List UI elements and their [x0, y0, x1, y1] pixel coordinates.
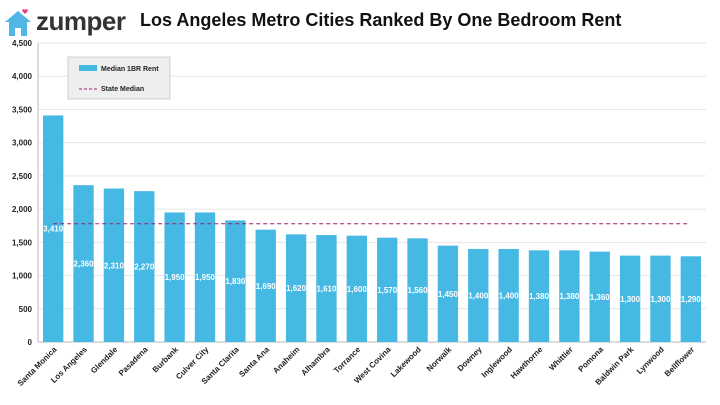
x-tick-label: Pasadena: [117, 345, 150, 378]
data-label: 1,360: [590, 293, 611, 302]
bar: [650, 255, 671, 342]
bar: [43, 115, 64, 343]
data-label: 1,400: [499, 291, 520, 300]
x-tick-label: Torrance: [332, 345, 363, 376]
y-tick-label: 4,500: [12, 39, 33, 48]
bar: [164, 212, 185, 342]
chart-title: Los Angeles Metro Cities Ranked By One B…: [140, 10, 622, 30]
data-label: 1,300: [620, 295, 641, 304]
bar: [377, 237, 398, 342]
bar: [559, 250, 580, 342]
bar: [498, 248, 519, 342]
y-tick-label: 1,000: [12, 272, 33, 281]
y-tick-label: 4,000: [12, 72, 33, 81]
bar: [73, 185, 94, 342]
bar: [194, 212, 216, 342]
data-label: 1,300: [650, 295, 671, 304]
y-tick-label: 0: [28, 338, 33, 347]
data-label: 1,610: [316, 285, 337, 294]
x-tick-label: Pomona: [576, 345, 605, 374]
x-tick-label: Hawthorne: [509, 345, 545, 381]
x-tick-label: Norwalk: [425, 345, 454, 374]
data-label: 1,380: [529, 292, 550, 301]
x-tick-label: Santa Ana: [237, 345, 271, 379]
x-tick-label: Burbank: [151, 345, 181, 375]
bar: [346, 235, 367, 342]
data-label: 1,400: [468, 291, 489, 300]
bar: [316, 235, 337, 342]
y-tick-label: 1,500: [12, 238, 33, 247]
x-tick-label: Lakewood: [389, 345, 423, 379]
bar: [589, 251, 610, 342]
y-tick-label: 3,000: [12, 139, 33, 148]
bar: [103, 188, 125, 342]
data-label: 1,380: [559, 292, 580, 301]
data-label: 1,450: [438, 290, 459, 299]
x-tick-label: Bellflower: [663, 345, 696, 378]
bar: [619, 255, 641, 342]
x-tick-label: Whittier: [547, 345, 574, 372]
bar: [468, 248, 489, 342]
house-icon: [5, 8, 31, 36]
zumper-logo: zumper: [4, 6, 126, 37]
bar: [255, 229, 276, 342]
bar: [134, 191, 155, 342]
y-tick-label: 2,000: [12, 205, 33, 214]
data-label: 2,270: [134, 263, 155, 272]
data-label: 2,360: [74, 260, 95, 269]
x-tick-label: Lynwood: [635, 345, 666, 376]
bar: [285, 234, 307, 342]
x-tick-label: Anaheim: [271, 345, 301, 375]
x-tick-label: Alhambra: [299, 345, 332, 378]
x-tick-label: Glendale: [89, 345, 120, 376]
data-label: 1,290: [681, 295, 702, 304]
legend-box: [67, 56, 171, 100]
bar: [407, 238, 428, 342]
data-label: 1,830: [225, 277, 246, 286]
y-tick-label: 500: [19, 305, 33, 314]
bar: [225, 220, 246, 342]
data-label: 1,560: [408, 286, 429, 295]
y-tick-label: 3,500: [12, 105, 33, 114]
data-label: 1,950: [165, 273, 186, 282]
data-label: 3,410: [43, 225, 64, 234]
data-label: 1,570: [377, 286, 398, 295]
logo-text: zumper: [36, 6, 126, 36]
data-label: 1,690: [256, 282, 277, 291]
y-tick-label: 2,500: [12, 172, 33, 181]
data-label: 1,600: [347, 285, 368, 294]
legend-label: State Median: [101, 86, 144, 93]
legend-swatch-bar: [79, 65, 97, 71]
data-label: 1,950: [195, 273, 216, 282]
legend-label: Median 1BR Rent: [101, 66, 159, 73]
x-tick-label: Downey: [456, 345, 484, 373]
bar: [437, 245, 459, 342]
data-label: 1,620: [286, 284, 307, 293]
bar: [680, 256, 701, 342]
data-label: 2,310: [104, 261, 125, 270]
bar: [528, 250, 550, 342]
